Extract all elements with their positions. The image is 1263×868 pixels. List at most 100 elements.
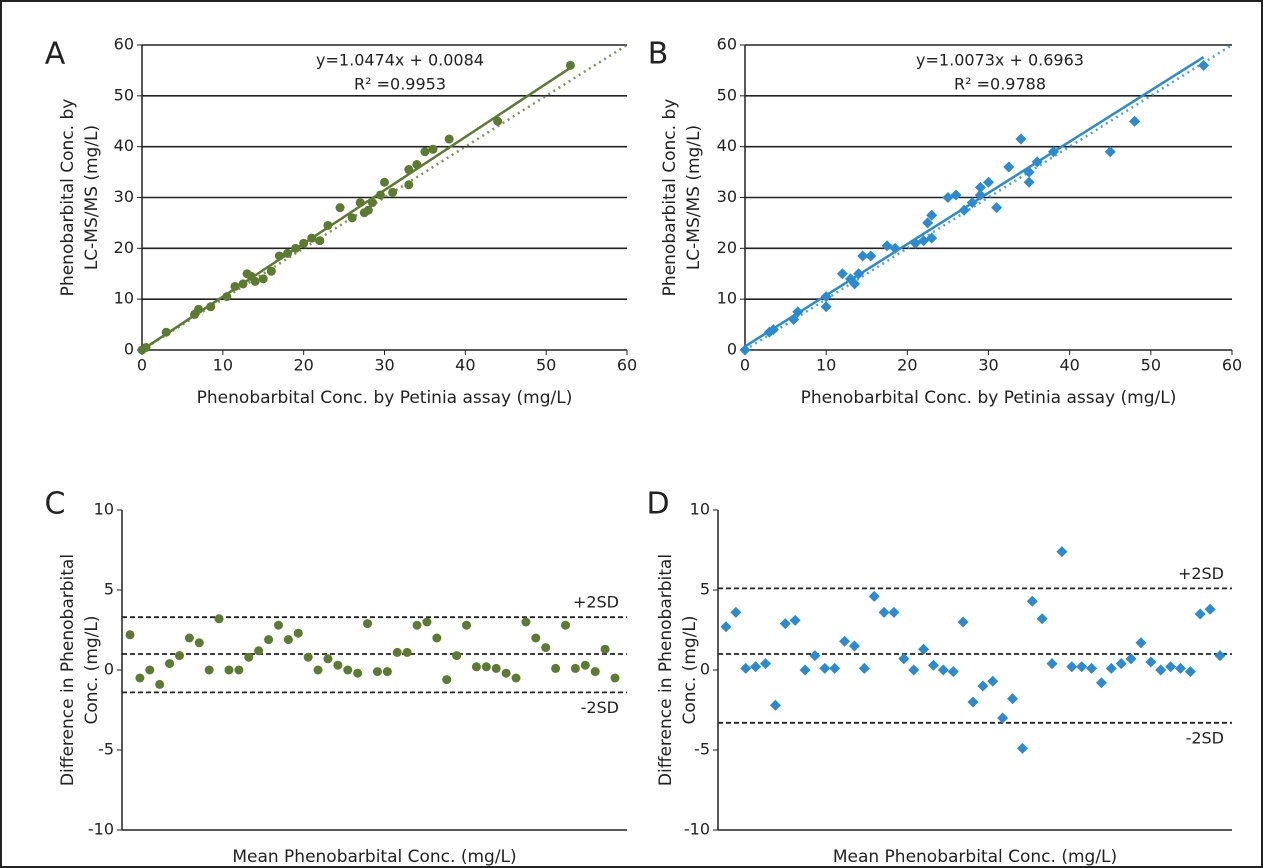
y-tick-label: 10	[690, 500, 710, 519]
x-tick-label: 30	[374, 356, 394, 375]
y-tick-label: 5	[104, 580, 114, 599]
data-point	[1007, 693, 1019, 705]
data-point	[412, 620, 422, 630]
data-point	[739, 344, 751, 356]
x-tick-label: 60	[1222, 356, 1242, 375]
data-point	[1026, 595, 1038, 607]
data-point	[792, 306, 804, 318]
y-tick-label: 0	[727, 340, 737, 359]
x-axis-label: Mean Phenobarbital Conc. (mg/L)	[833, 847, 1117, 867]
data-point	[392, 647, 402, 657]
data-point	[145, 665, 155, 675]
y-tick-label: 50	[114, 85, 134, 104]
data-point	[600, 644, 610, 654]
data-point	[809, 650, 821, 662]
data-point	[967, 696, 979, 708]
data-point	[224, 665, 234, 675]
data-point	[230, 281, 240, 291]
y-tick-label: -5	[694, 740, 710, 759]
data-point	[836, 268, 848, 280]
data-point	[244, 652, 254, 662]
data-point	[799, 664, 811, 676]
y-tick-label: 10	[717, 289, 737, 308]
data-point	[769, 699, 781, 711]
y-tick-label: 0	[104, 660, 114, 679]
data-point	[750, 661, 762, 673]
data-point	[1204, 603, 1216, 615]
data-point	[343, 665, 353, 675]
data-point	[926, 209, 938, 221]
data-point	[254, 646, 264, 656]
reference-label: +2SD	[573, 593, 619, 612]
data-point	[412, 159, 422, 169]
trend-line	[141, 66, 572, 352]
data-point	[839, 635, 851, 647]
data-point	[367, 198, 377, 208]
data-point	[829, 662, 841, 674]
data-point	[531, 633, 541, 643]
data-point	[184, 633, 194, 643]
data-point	[858, 662, 870, 674]
y-tick-label: 10	[114, 289, 134, 308]
data-point	[165, 659, 175, 669]
data-point	[779, 618, 791, 630]
x-tick-label: 40	[1059, 356, 1079, 375]
y-tick-label: 50	[717, 85, 737, 104]
y-tick-label: 0	[700, 660, 710, 679]
reference-label: -2SD	[1186, 728, 1224, 747]
data-point	[561, 620, 571, 630]
x-tick-label: 50	[536, 356, 556, 375]
y-tick-label: 0	[124, 340, 134, 359]
data-point	[922, 217, 934, 229]
data-point	[174, 651, 184, 661]
data-point	[283, 248, 292, 258]
y-tick-label: 20	[114, 238, 134, 257]
data-point	[1086, 662, 1098, 674]
data-point	[1135, 637, 1147, 649]
data-point	[1047, 146, 1059, 158]
data-point	[501, 668, 511, 678]
data-point	[274, 251, 284, 261]
y-axis-label: Phenobarbital Conc. by	[58, 99, 78, 297]
x-tick-label: 20	[897, 356, 917, 375]
data-point	[125, 630, 135, 640]
data-point	[491, 663, 501, 673]
data-point	[1036, 613, 1048, 625]
data-point	[315, 236, 325, 246]
y-tick-label: 40	[114, 136, 134, 155]
panel-label: B	[648, 37, 669, 72]
x-tick-label: 50	[1141, 356, 1161, 375]
data-point	[1016, 742, 1028, 754]
data-point	[1115, 658, 1127, 670]
equation: y=1.0073x + 0.6963	[916, 51, 1084, 70]
data-point	[889, 242, 901, 254]
data-point	[471, 662, 481, 672]
r-squared: R² =0.9788	[954, 75, 1046, 94]
data-point	[363, 619, 373, 629]
data-point	[730, 606, 742, 618]
data-point	[819, 662, 831, 674]
x-tick-label: 60	[617, 356, 637, 375]
data-point	[1056, 546, 1068, 558]
data-point	[590, 667, 600, 677]
data-point	[335, 203, 345, 213]
y-tick-label: 60	[114, 35, 134, 54]
data-point	[888, 606, 900, 618]
data-point	[565, 60, 575, 70]
data-point	[767, 324, 779, 336]
data-point	[1023, 166, 1035, 178]
data-point	[420, 147, 430, 157]
data-point	[610, 673, 620, 683]
data-point	[909, 237, 921, 249]
data-point	[1076, 661, 1088, 673]
data-point	[250, 276, 260, 286]
data-point	[1031, 156, 1043, 168]
panel-label: D	[646, 487, 669, 522]
data-point	[323, 654, 333, 664]
data-point	[926, 232, 938, 244]
data-point	[442, 675, 452, 685]
data-point	[950, 189, 962, 201]
data-point	[1184, 666, 1196, 678]
